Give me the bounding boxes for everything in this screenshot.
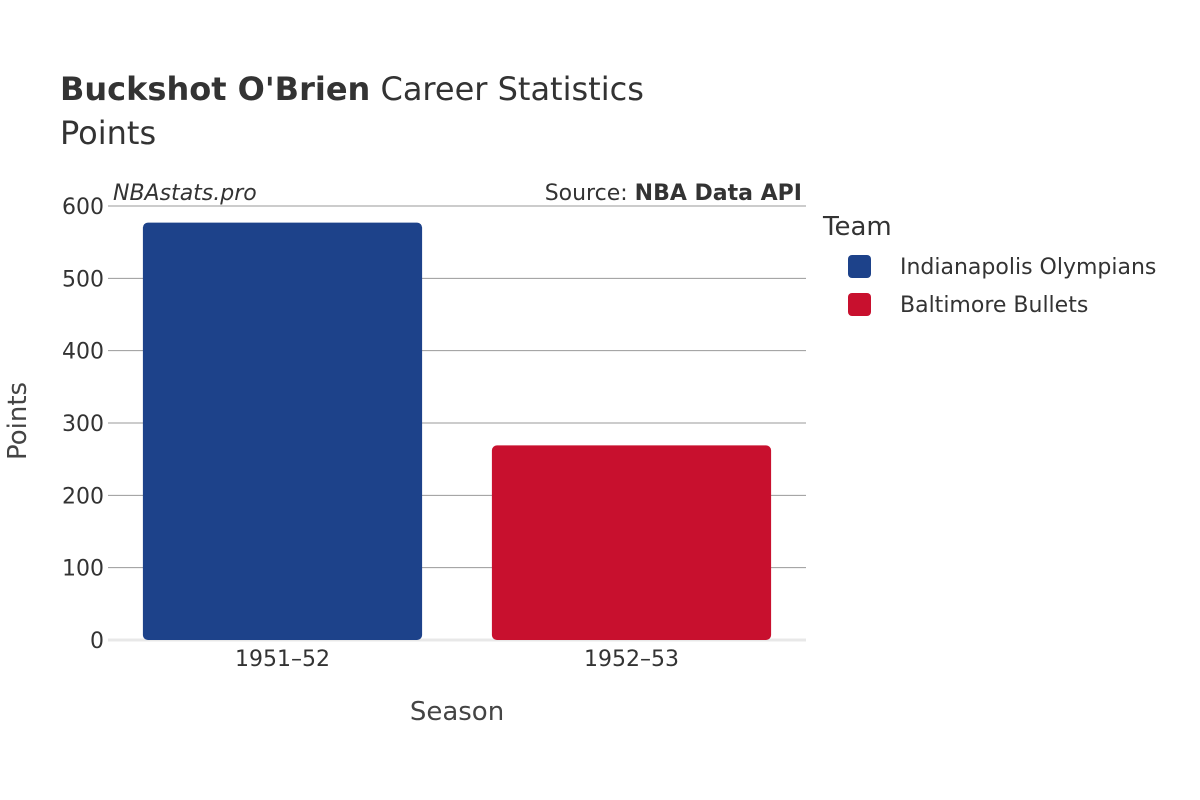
y-axis-title: Points	[3, 382, 33, 460]
x-tick-label: 1951–52	[235, 647, 330, 672]
y-tick-label: 100	[62, 557, 104, 582]
legend-swatch[interactable]	[848, 255, 871, 278]
y-tick-label: 200	[62, 484, 104, 509]
bars	[142, 222, 772, 641]
legend-label[interactable]: Baltimore Bullets	[900, 293, 1088, 318]
y-tick-label: 400	[62, 340, 104, 365]
y-tick-label: 300	[62, 412, 104, 437]
y-tick-label: 600	[62, 195, 104, 220]
bar-indianapolis-olympians[interactable]	[142, 222, 423, 641]
watermark-text: NBAstats.pro	[113, 181, 257, 206]
y-tick-label: 0	[90, 629, 104, 654]
bar-baltimore-bullets[interactable]	[491, 445, 772, 640]
x-tick-label: 1952–53	[584, 647, 679, 672]
source-text: Source: NBA Data API	[545, 181, 802, 206]
x-axis-title: Season	[410, 697, 504, 727]
source-prefix: Source:	[545, 181, 635, 206]
legend-label[interactable]: Indianapolis Olympians	[900, 255, 1156, 280]
legend-swatch[interactable]	[848, 293, 871, 316]
legend-title: Team	[822, 212, 892, 242]
player-name: Buckshot O'Brien	[60, 70, 370, 108]
y-tick-label: 500	[62, 267, 104, 292]
chart-subtitle: Points	[60, 114, 156, 152]
y-axis-ticks: 0 100 200 300 400 500 600	[62, 195, 104, 654]
chart-title: Buckshot O'Brien Career Statistics	[60, 70, 644, 108]
legend: Indianapolis Olympians Baltimore Bullets	[848, 255, 1156, 318]
title-suffix: Career Statistics	[370, 70, 644, 108]
x-axis-ticks: 1951–52 1952–53	[235, 647, 679, 672]
source-name: NBA Data API	[635, 181, 802, 206]
